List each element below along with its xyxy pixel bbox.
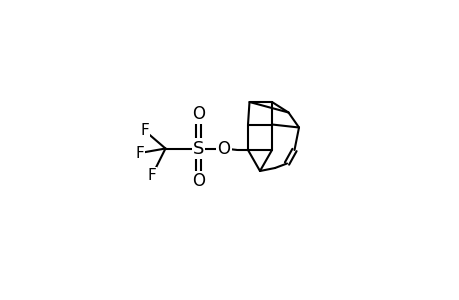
Text: F: F <box>147 168 156 183</box>
Text: O: O <box>217 140 230 158</box>
Text: S: S <box>192 140 204 158</box>
Text: O: O <box>191 172 205 190</box>
Text: F: F <box>140 123 149 138</box>
Text: F: F <box>135 146 144 160</box>
Text: O: O <box>191 105 205 123</box>
